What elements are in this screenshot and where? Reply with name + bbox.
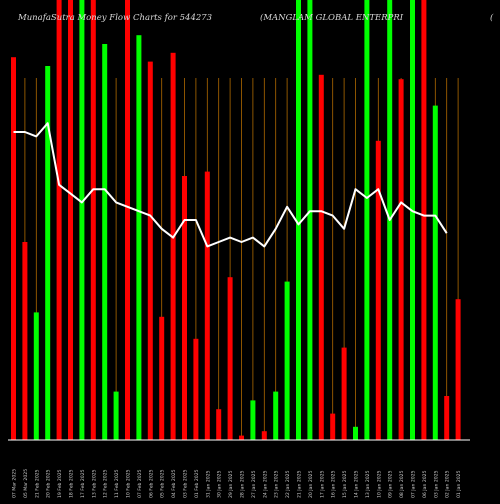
money-flow-bar [307, 0, 313, 440]
line-layer [13, 122, 448, 248]
x-tick-label: 12 Feb 2025 [103, 469, 109, 498]
money-flow-bar [341, 347, 347, 440]
x-tick-label: 21 Feb 2025 [34, 469, 40, 498]
money-flow-bar [125, 0, 130, 440]
money-flow-bar [330, 413, 336, 440]
money-flow-bar [79, 0, 85, 440]
x-tick-label: 11 Feb 2025 [114, 469, 120, 498]
x-tick-label: 05 Feb 2025 [160, 469, 166, 498]
money-flow-bar [204, 171, 210, 440]
money-flow-bar [159, 316, 165, 440]
money-flow-bar [147, 61, 153, 440]
money-flow-bar [68, 0, 73, 440]
x-tick-label: 01 Jan 2025 [456, 470, 462, 498]
money-flow-bar [432, 105, 438, 440]
x-tick-label: 09 Jan 2025 [388, 470, 394, 498]
x-tick-label: 15 Jan 2025 [342, 470, 348, 498]
x-tick-label: 16 Jan 2025 [331, 470, 337, 498]
money-flow-bar [296, 0, 301, 440]
x-tick-label: 18 Feb 2025 [69, 469, 75, 498]
x-tick-label: 13 Jan 2025 [365, 470, 371, 498]
x-tick-label: 08 Jan 2025 [399, 470, 405, 498]
x-tick-label: 06 Jan 2025 [422, 470, 428, 498]
x-tick-label: 06 Feb 2025 [148, 469, 154, 498]
money-flow-bar [375, 140, 381, 441]
x-tick-label: 23 Jan 2025 [274, 470, 280, 498]
x-tick-label: 29 Jan 2025 [228, 470, 234, 498]
money-flow-bar [136, 35, 142, 440]
x-tick-label: 24 Jan 2025 [262, 470, 268, 498]
x-tick-label: 01 Feb 2025 [194, 469, 200, 498]
x-tick-label: 05 Mar 2025 [23, 469, 29, 498]
money-flow-bar [261, 431, 267, 440]
x-tick-label: 03 Jan 2025 [433, 470, 439, 498]
x-tick-label: 19 Feb 2025 [57, 469, 63, 498]
x-tick-label: 20 Feb 2025 [46, 469, 52, 498]
money-flow-bar [11, 57, 16, 440]
x-tick-label: 20 Jan 2025 [308, 470, 314, 498]
money-flow-bar [273, 391, 279, 440]
money-flow-bar [284, 281, 290, 440]
x-tick-label: 10 Feb 2025 [126, 469, 132, 498]
x-tick-label: 30 Jan 2025 [217, 470, 223, 498]
money-flow-bar [182, 176, 187, 440]
x-tick-label: 31 Jan 2025 [205, 470, 211, 498]
money-flow-bar [398, 79, 404, 440]
x-tick-label: 02 Jan 2025 [445, 470, 451, 498]
money-flow-bar [364, 0, 370, 440]
x-tick-label: 07 Mar 2025 [12, 469, 18, 498]
money-flow-bar [102, 44, 108, 440]
x-tick-label-layer: 07 Mar 2025 05 Mar 2025 21 Feb 2025 20 Feb … [12, 469, 463, 498]
money-flow-bar [216, 409, 222, 440]
x-tick-label: 13 Feb 2025 [91, 469, 97, 498]
chart-title: MunafaSutra Money Flow Charts for 544273 [18, 13, 213, 23]
company-title: (MANGLAM GLOBAL ENTERPRI [260, 13, 404, 23]
money-flow-bar [227, 277, 233, 440]
x-tick-label: 21 Jan 2025 [297, 470, 303, 498]
money-flow-bar [45, 66, 51, 440]
money-flow-bar [113, 391, 119, 440]
x-tick-label: 07 Jan 2025 [411, 470, 417, 498]
money-flow-bar [33, 312, 39, 440]
money-flow-bar [250, 400, 256, 440]
money-flow-bar [421, 0, 427, 440]
x-tick-label: 07 Feb 2025 [137, 469, 143, 498]
money-flow-bar [318, 74, 324, 441]
x-tick-label: 10 Jan 2025 [376, 470, 382, 498]
x-tick-label: 03 Feb 2025 [183, 469, 189, 498]
money-flow-bar [170, 52, 176, 441]
x-tick-label: 28 Jan 2025 [240, 470, 246, 498]
x-tick-label: 04 Feb 2025 [171, 469, 177, 498]
x-tick-label: 14 Jan 2025 [354, 470, 360, 498]
money-flow-line [13, 122, 448, 248]
money-flow-bar [455, 299, 461, 440]
money-flow-bar [444, 396, 450, 440]
x-tick-label: 22 Jan 2025 [285, 470, 291, 498]
company-title-overflow: ( [490, 13, 494, 23]
bar-layer [11, 0, 461, 441]
x-tick-label: 17 Jan 2025 [319, 470, 325, 498]
x-tick-label: 27 Jan 2025 [251, 470, 257, 498]
money-flow-bar [239, 435, 244, 440]
money-flow-bar [353, 426, 358, 440]
money-flow-bar [56, 0, 62, 440]
money-flow-bar [193, 338, 199, 440]
x-tick-label: 17 Feb 2025 [80, 469, 86, 498]
money-flow-bar [410, 0, 415, 440]
money-flow-bar [22, 242, 28, 440]
money-flow-bar [90, 0, 96, 440]
